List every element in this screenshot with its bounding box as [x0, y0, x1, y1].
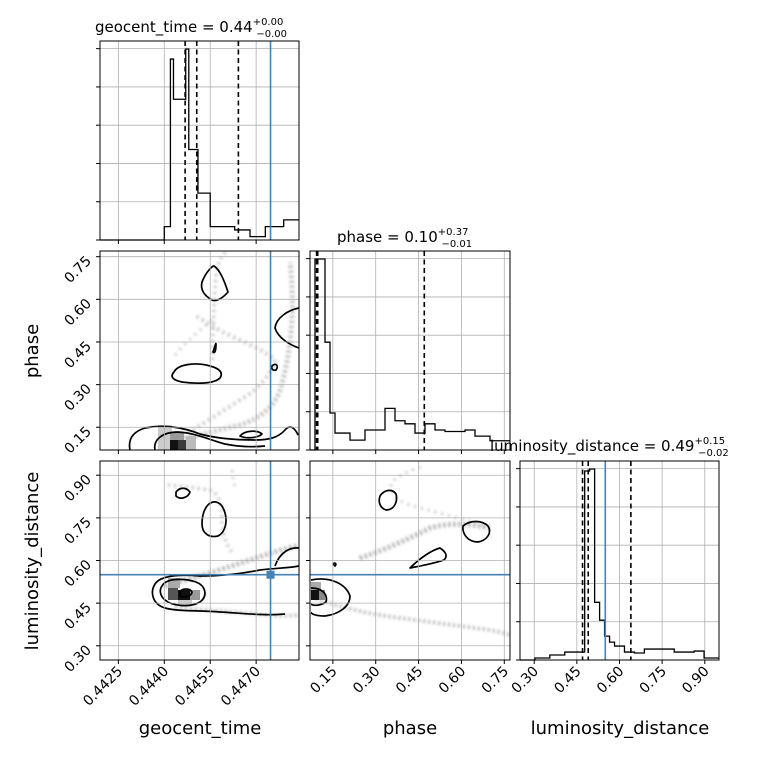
- contour: [200, 265, 229, 302]
- xlabel-luminosity-distance: luminosity_distance: [531, 718, 710, 739]
- truth-point: [266, 570, 275, 579]
- x-tick-label: 0.90: [679, 664, 712, 697]
- ylabel-luminosity-distance: luminosity_distance: [22, 472, 43, 651]
- grid: [520, 461, 719, 660]
- x-tick-label: 0.15: [307, 664, 340, 697]
- x-tick-label: 0.45: [393, 664, 426, 697]
- contour: [270, 363, 279, 372]
- y-tick-label: 0.75: [61, 514, 94, 547]
- contour: [274, 307, 299, 349]
- y-tick-label: 0.30: [61, 642, 94, 675]
- density-points: [160, 251, 295, 450]
- contour: [212, 342, 217, 354]
- ticks: 0.15 0.30 0.45 0.60 0.75: [306, 474, 512, 697]
- contour: [171, 363, 223, 385]
- histogram-luminosity-distance: [520, 468, 719, 661]
- x-tick-label: 0.60: [436, 664, 469, 697]
- panel-geocent-time-hist: geocent_time = 0.44+0.00 −0.00: [95, 17, 300, 244]
- y-tick-label: 0.90: [61, 472, 94, 505]
- title-plus: +0.00: [253, 17, 284, 28]
- ticks: 0.30 0.45 0.60 0.75 0.90: [509, 468, 713, 697]
- axes-frame: [309, 250, 511, 451]
- contour: [332, 562, 337, 567]
- y-tick-label: 0.75: [61, 253, 94, 286]
- contour: [159, 578, 206, 607]
- axes-frame: [99, 250, 300, 451]
- x-tick-label: 0.4470: [218, 664, 264, 710]
- ticks: [306, 258, 505, 454]
- grid: [100, 41, 299, 240]
- histogram-geocent-time: [100, 48, 299, 241]
- x-tick-label: 0.45: [551, 664, 584, 697]
- ylabel-phase: phase: [22, 324, 43, 378]
- contour: [128, 425, 299, 450]
- quantile-lines: [184, 41, 240, 240]
- quantile-lines: [581, 461, 632, 660]
- x-tick-label: 0.4440: [126, 664, 172, 710]
- ticks: 0.4425 0.4440 0.4455 0.4470 0.30 0.45 0.60 0.75…: [61, 472, 263, 710]
- contour: [462, 520, 491, 543]
- density-points: [164, 469, 299, 618]
- x-tick-label: 0.4425: [80, 664, 126, 710]
- title-minus: −0.01: [441, 239, 472, 250]
- density-points: [315, 464, 510, 638]
- y-tick-label: 0.45: [61, 338, 94, 371]
- grid: [100, 251, 299, 450]
- panel-phase-hist: phase = 0.10+0.37 −0.01: [306, 227, 511, 454]
- x-tick-label: 0.30: [350, 664, 383, 697]
- grid: [310, 251, 510, 450]
- contour: [311, 578, 351, 617]
- x-tick-label: 0.4455: [172, 664, 218, 710]
- xlabel-geocent-time: geocent_time: [139, 718, 262, 739]
- y-tick-label: 0.60: [61, 296, 94, 329]
- contour: [239, 430, 263, 439]
- axes-frame: [99, 40, 300, 241]
- y-tick-label: 0.30: [61, 381, 94, 414]
- title-plus: +0.37: [438, 227, 469, 238]
- x-tick-label: 0.60: [594, 664, 627, 697]
- contour: [151, 583, 286, 616]
- contour: [409, 547, 447, 569]
- title-luminosity-distance: luminosity_distance = 0.49+0.15 −0.02: [490, 436, 729, 459]
- contour: [153, 431, 266, 450]
- title-plus: +0.15: [694, 436, 725, 447]
- title-minus: −0.00: [256, 29, 287, 40]
- quantile-lines: [315, 251, 426, 450]
- title-text: luminosity_distance = 0.49: [490, 437, 694, 456]
- density-cells: [311, 582, 325, 600]
- xlabel-phase: phase: [383, 718, 437, 739]
- y-tick-label: 0.15: [61, 424, 94, 457]
- panel-luminosity-distance-hist: 0.30 0.45 0.60 0.75 0.90 luminosity_distance…: [490, 436, 729, 697]
- contour: [274, 547, 299, 567]
- contour: [175, 487, 191, 499]
- contour: [201, 501, 227, 538]
- x-tick-label: 0.75: [479, 664, 512, 697]
- title-geocent-time: geocent_time = 0.44+0.00 −0.00: [95, 17, 287, 40]
- x-tick-label: 0.30: [509, 664, 542, 697]
- contour: [179, 588, 193, 598]
- grid: [310, 461, 510, 660]
- ticks: [96, 48, 257, 244]
- contour: [311, 587, 328, 607]
- title-minus: −0.02: [698, 448, 729, 459]
- contour: [378, 489, 398, 511]
- histogram-phase: [310, 258, 510, 451]
- y-tick-label: 0.60: [61, 557, 94, 590]
- density-cells: [158, 425, 196, 450]
- x-tick-label: 0.75: [637, 664, 670, 697]
- title-phase: phase = 0.10+0.37 −0.01: [337, 227, 472, 250]
- title-text: geocent_time = 0.44: [95, 18, 253, 37]
- grid: [100, 461, 299, 660]
- panel-phase-vs-luminosity-distance: 0.15 0.30 0.45 0.60 0.75: [306, 460, 512, 697]
- y-tick-label: 0.45: [61, 600, 94, 633]
- panel-geocent-time-vs-phase: 0.15 0.30 0.45 0.60 0.75: [61, 250, 300, 457]
- title-text: phase = 0.10: [337, 228, 438, 246]
- panel-geocent-time-vs-luminosity-distance: 0.4425 0.4440 0.4455 0.4470 0.30 0.45 0.60 0.75…: [61, 460, 300, 710]
